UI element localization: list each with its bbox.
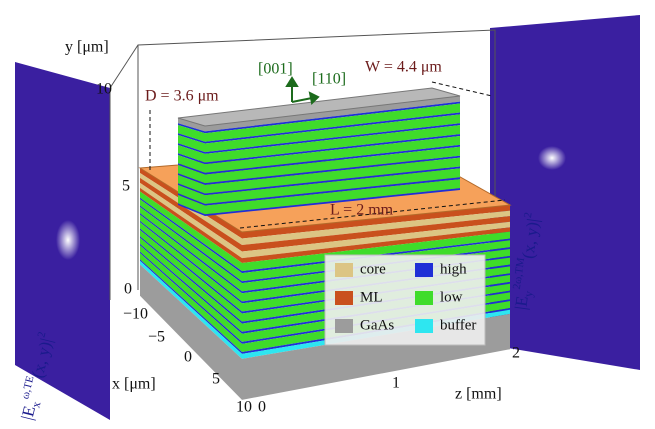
legend-swatch <box>415 263 433 277</box>
legend-swatch <box>335 291 353 305</box>
direction-label: [110] <box>312 71 346 88</box>
x-tick: 5 <box>212 371 220 388</box>
field-spot-left <box>56 220 80 260</box>
field-panel-right <box>490 15 640 370</box>
length-label: L = 2 mm <box>330 202 394 219</box>
y-axis-label: y [μm] <box>65 39 109 56</box>
y-tick: 10 <box>96 81 112 98</box>
direction-label: [001] <box>258 61 293 78</box>
legend-swatch <box>335 319 353 333</box>
waveguide <box>140 88 510 400</box>
x-tick: 10 <box>236 399 252 416</box>
legend-label: ML <box>360 289 383 305</box>
field-spot-right <box>538 146 566 170</box>
z-tick: 0 <box>258 399 266 416</box>
legend-label: buffer <box>440 317 476 333</box>
legend-label: GaAs <box>360 317 394 333</box>
depth-label: D = 3.6 μm <box>145 88 219 105</box>
legend-label: low <box>440 289 463 305</box>
legend-label: core <box>360 261 386 277</box>
y-tick: 5 <box>122 178 130 195</box>
figure: corehighMLlowGaAsbuffer y [μm] 10 5 0 −1… <box>0 0 655 429</box>
x-tick: −10 <box>123 306 148 323</box>
x-tick: −5 <box>148 329 165 346</box>
z-axis-label: z [mm] <box>455 386 502 403</box>
legend-swatch <box>415 291 433 305</box>
z-tick: 2 <box>512 345 520 362</box>
x-axis-label: x [μm] <box>112 376 156 393</box>
legend-label: high <box>440 261 467 277</box>
z-tick: 1 <box>392 375 400 392</box>
x-tick: 0 <box>184 349 192 366</box>
legend-swatch <box>415 319 433 333</box>
width-label: W = 4.4 μm <box>365 59 442 76</box>
y-tick: 0 <box>124 281 132 298</box>
legend-swatch <box>335 263 353 277</box>
